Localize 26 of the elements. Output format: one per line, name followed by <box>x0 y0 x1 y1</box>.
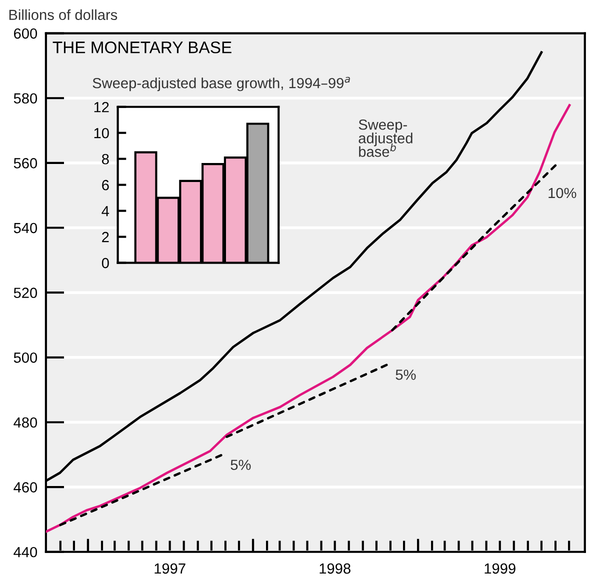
y-tick-label: 8 <box>102 154 109 164</box>
chart-title: Sweep-adjusted base growth, 1994–99$^{a}$ <box>92 76 350 92</box>
y-tick-label: 600 <box>14 28 38 39</box>
y-tick-label: 12 <box>94 102 109 112</box>
y-tick-label: 10 <box>94 128 109 138</box>
y-tick-label: 460 <box>14 482 38 492</box>
y-tick-label: 0 <box>102 258 109 268</box>
series-label: 10% <box>548 188 576 198</box>
y-tick-label: 520 <box>14 288 38 298</box>
y-tick-label: 6 <box>102 180 109 190</box>
text: Sweep-adjusted base$^{b}$ <box>358 119 412 157</box>
y-tick-label: 440 <box>14 546 38 558</box>
y-tick-label: 2 <box>102 232 109 242</box>
x-tick-label: 1998 <box>320 563 350 574</box>
y-tick-label: 560 <box>14 158 38 168</box>
chart-title: THE MONETARY BASE <box>52 42 232 54</box>
x-tick-label: 1999 <box>484 563 516 574</box>
y-tick-label: 4 <box>102 206 110 216</box>
series-label: 5% <box>230 460 251 470</box>
y-tick-label: 580 <box>14 93 38 104</box>
y-axis-title: Billions of dollars <box>9 9 118 20</box>
y-tick-label: 540 <box>14 222 38 234</box>
series-label: 5% <box>396 370 416 380</box>
y-tick-label: 480 <box>14 417 38 428</box>
y-tick-label: 500 <box>14 352 38 363</box>
x-tick-label: 1997 <box>154 563 186 574</box>
